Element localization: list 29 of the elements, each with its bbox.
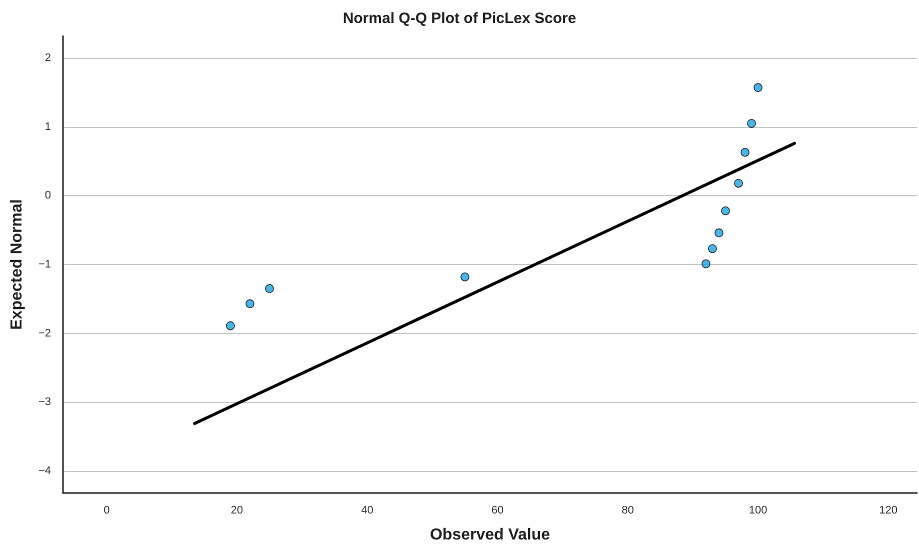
y-axis-title: Expected Normal [8, 199, 26, 330]
y-tick-label: −2 [38, 327, 51, 340]
y-tick-label: 0 [44, 190, 51, 202]
y-tick-label: −3 [38, 396, 51, 408]
point [714, 228, 724, 238]
x-tick-label: 20 [230, 504, 244, 516]
y-tick-label: −1 [38, 258, 51, 270]
chart-title: Normal Q-Q Plot of PicLex Score [342, 10, 576, 27]
point [740, 148, 750, 157]
x-tick-label: 60 [491, 504, 504, 516]
point [460, 272, 470, 282]
x-tick-label: 120 [879, 504, 898, 516]
point [747, 119, 756, 128]
x-tick-label: 100 [748, 504, 768, 516]
point [265, 284, 274, 293]
point [246, 299, 254, 308]
point [721, 206, 730, 216]
point [702, 259, 710, 268]
point [708, 244, 717, 254]
x-axis-title: Observed Value [430, 526, 550, 544]
y-tick-label: −4 [38, 464, 51, 477]
x-tick-label: 80 [622, 504, 634, 516]
x-tick-label: 0 [104, 504, 110, 516]
point [734, 178, 743, 188]
point [754, 83, 762, 92]
x-tick-label: 40 [361, 504, 374, 516]
y-tick-label: 1 [44, 120, 51, 133]
y-tick-label: 2 [44, 52, 51, 64]
point [226, 321, 235, 330]
